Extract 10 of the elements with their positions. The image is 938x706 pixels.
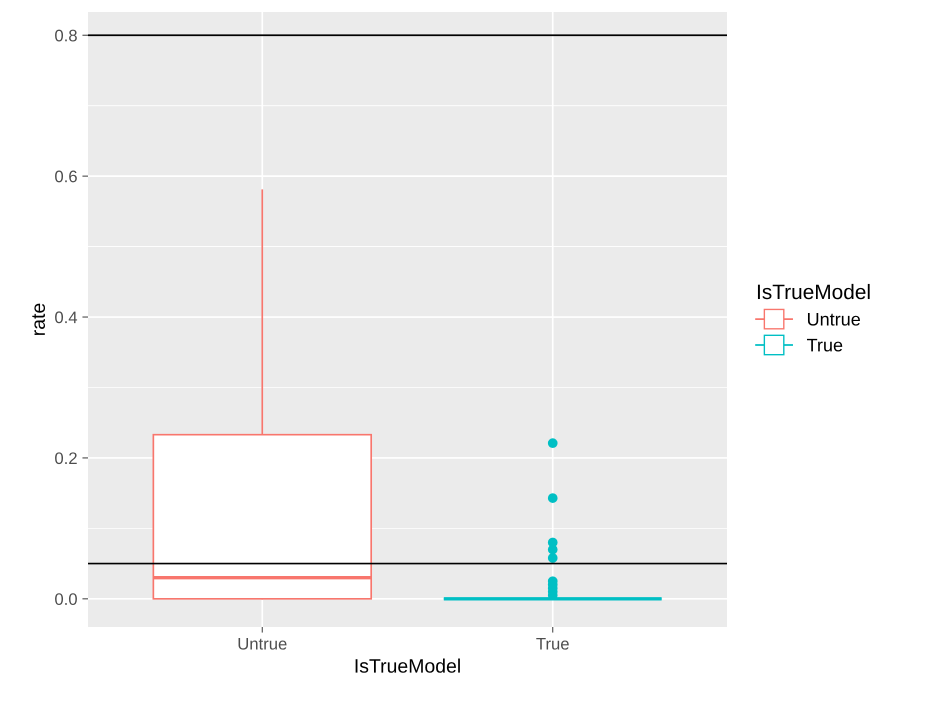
y-axis-title: rate	[32, 304, 46, 335]
legend-label: Untrue	[808, 313, 860, 326]
legend-label: True	[806, 338, 842, 352]
y-tick-label: 0.4	[55, 311, 78, 324]
legend-title: IsTrueModel	[758, 284, 870, 300]
y-tick-label: 0.0	[55, 593, 77, 606]
y-tick-label: 0.2	[55, 452, 77, 464]
y-tick-label: 0.6	[55, 170, 77, 182]
y-tick-label: 0.8	[55, 30, 77, 42]
x-axis-title: IsTrueModel	[356, 658, 460, 673]
